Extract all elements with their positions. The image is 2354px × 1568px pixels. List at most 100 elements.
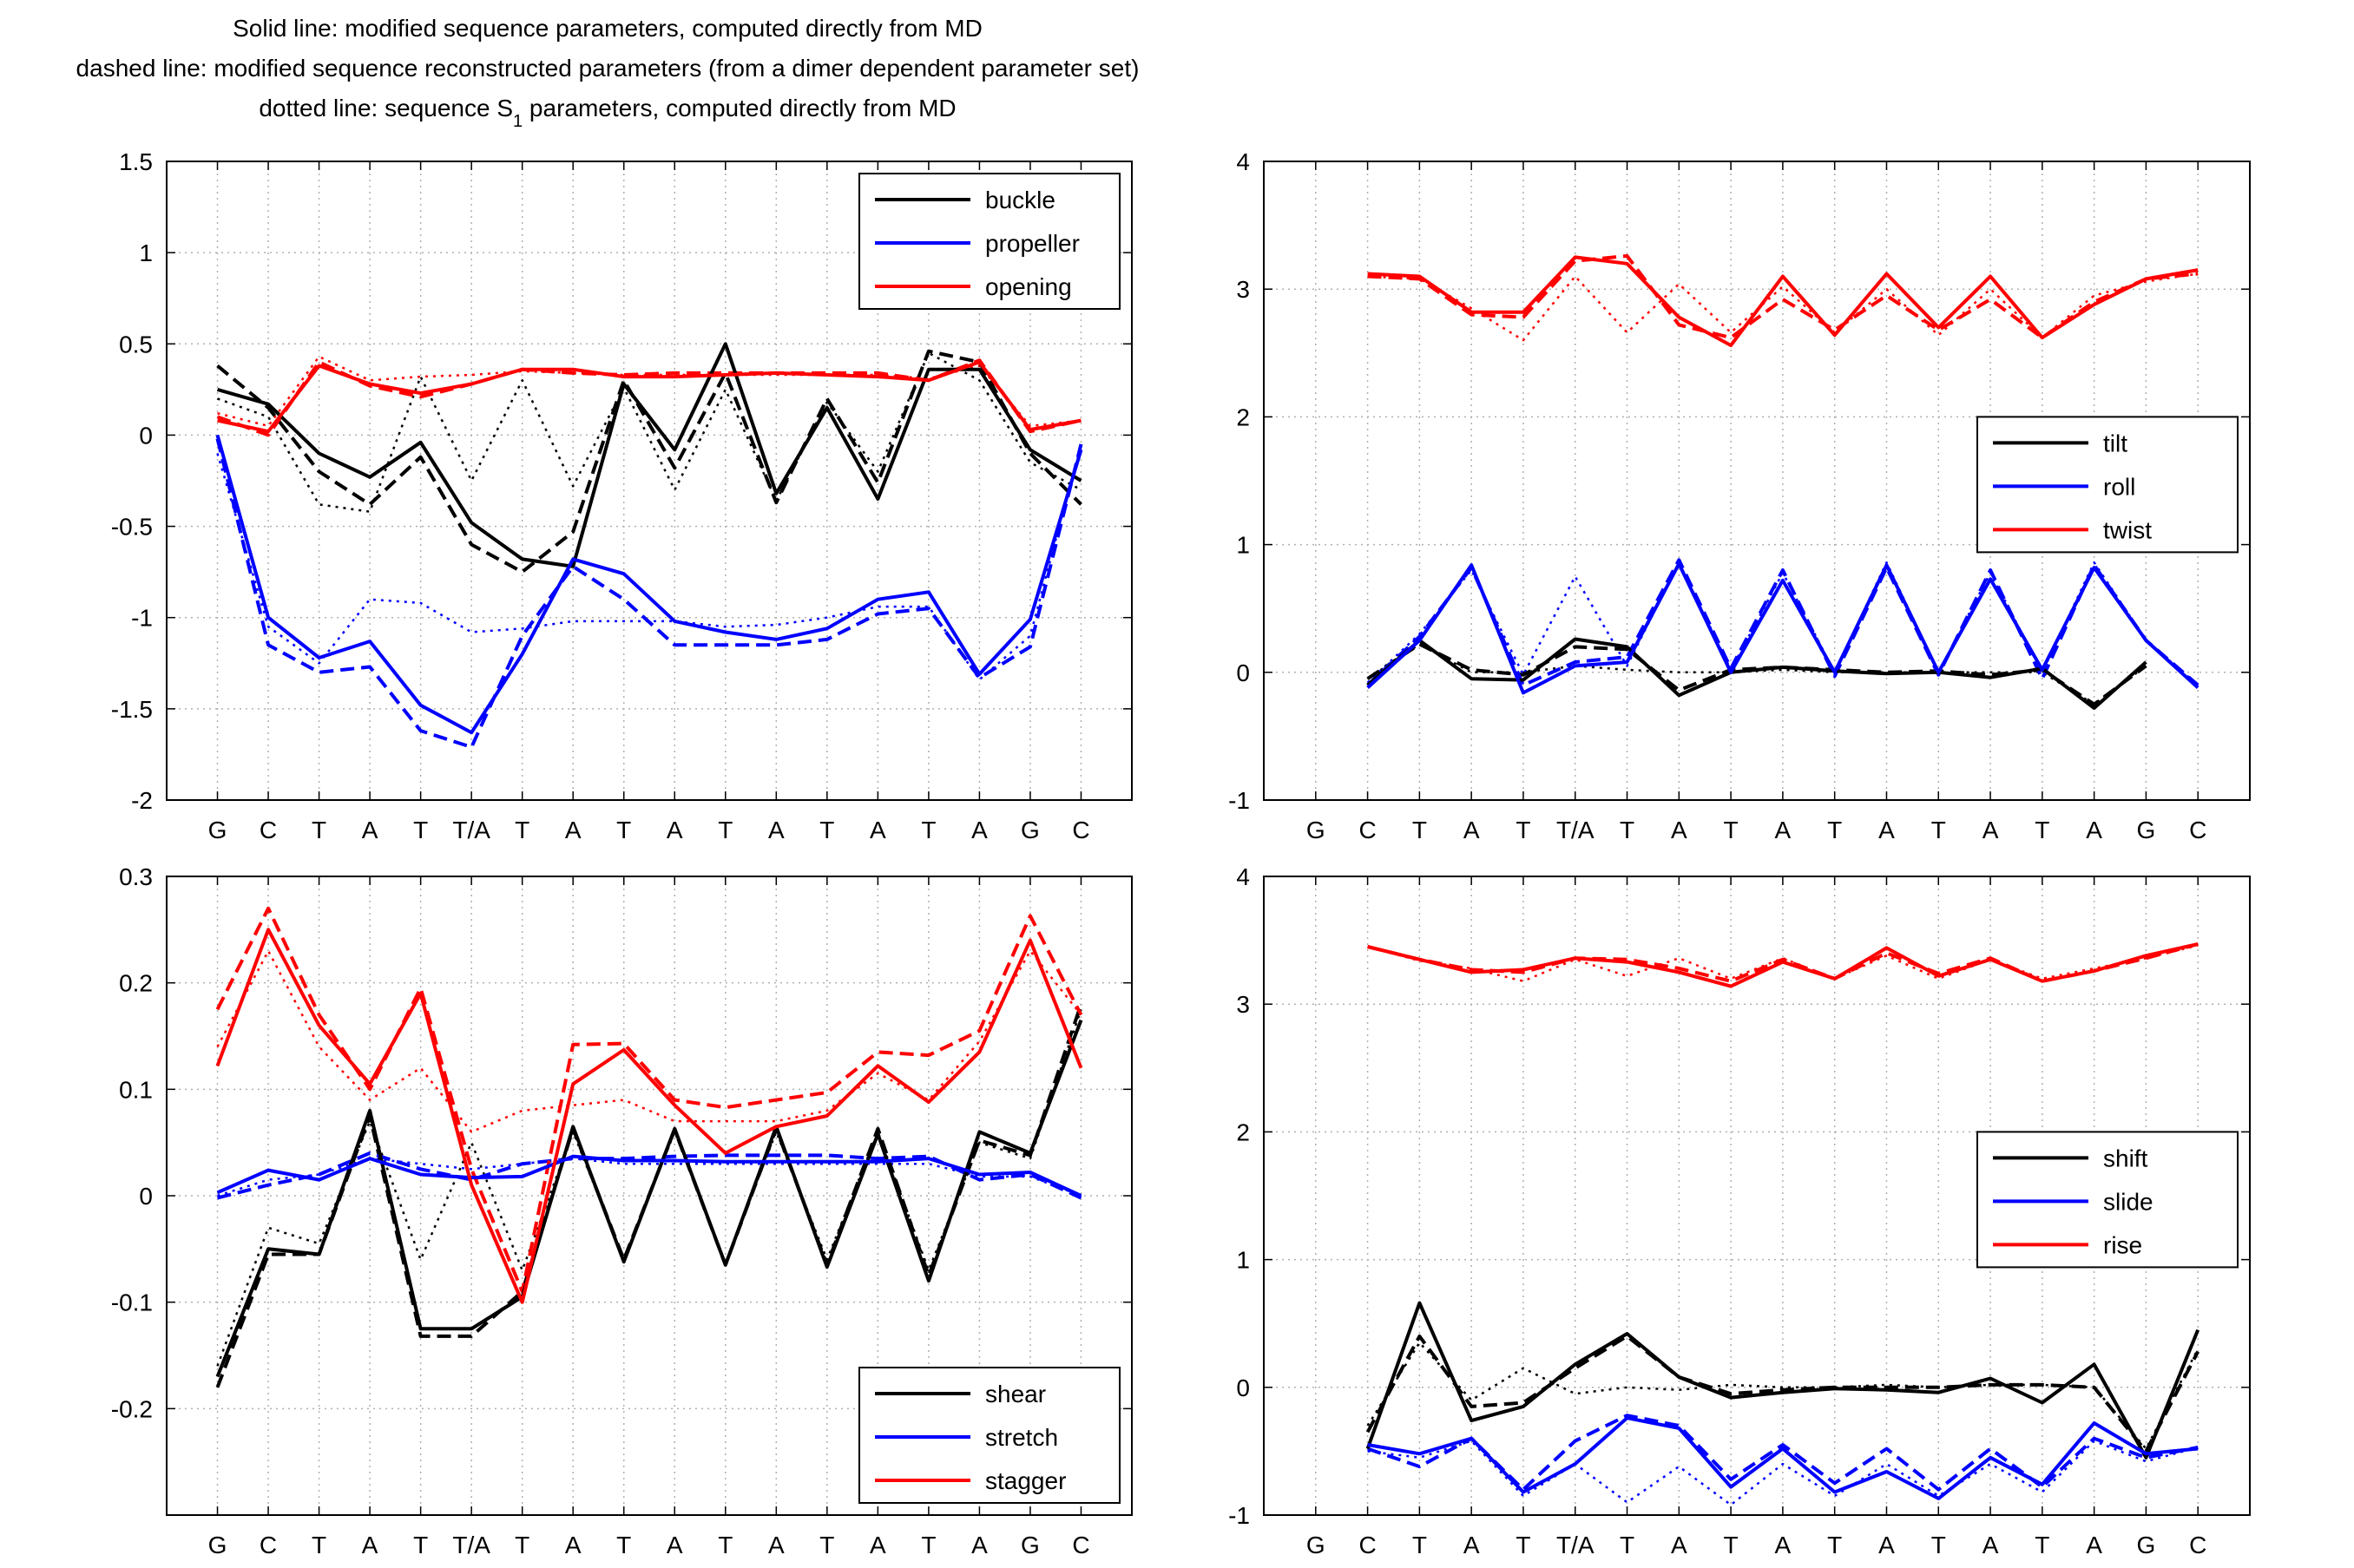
y-tick-label: 3: [1236, 991, 1250, 1018]
x-tick-label: T: [1620, 817, 1634, 843]
y-tick-label: 2: [1236, 403, 1250, 430]
legend-label-twist: twist: [2103, 516, 2152, 543]
x-tick-label: A: [2086, 817, 2102, 843]
y-tick-label: 1.5: [119, 148, 153, 175]
x-tick-label: A: [362, 1532, 378, 1558]
x-tick-label: G: [1021, 1532, 1040, 1558]
x-tick-label: T: [1724, 817, 1739, 843]
series-line-opening-solid: [217, 360, 1082, 434]
header-line-3: dotted line: sequence S1 parameters, com…: [259, 95, 956, 131]
x-tick-label: T: [921, 817, 936, 843]
x-tick-label: A: [1775, 1532, 1792, 1558]
x-tick-label: T/A: [452, 1532, 490, 1558]
series-line-rise-dashed: [1367, 942, 2199, 983]
series-line-stagger-dotted: [216, 949, 1082, 1133]
x-tick-label: A: [1671, 1532, 1687, 1558]
y-tick-label: 0: [139, 1183, 153, 1210]
series-line-slide-solid: [1367, 1416, 2199, 1500]
x-tick-label: G: [2137, 1532, 2156, 1558]
x-tick-label: T: [312, 1532, 326, 1558]
x-tick-label: T/A: [1556, 1532, 1595, 1558]
x-tick-label: T: [515, 817, 529, 843]
chart-panel-bottom-right: G C T A T T/A T A T A T A T A T A G C -1 0 1 2 3 4 shift slide ris…: [1228, 863, 2251, 1558]
series-line-rise-solid: [1367, 942, 2199, 988]
y-tick-label: 0: [1236, 1374, 1250, 1401]
legend-label-propeller: propeller: [985, 230, 1080, 257]
series-line-roll-solid: [1366, 561, 2199, 695]
x-tick-label: C: [1358, 817, 1376, 843]
x-tick-label: G: [2137, 817, 2156, 843]
x-tick-label: C: [2189, 1532, 2206, 1558]
x-tick-label: T: [1724, 1532, 1739, 1558]
legend-label-slide: slide: [2103, 1188, 2153, 1215]
x-tick-label: T: [616, 817, 631, 843]
y-tick-label: -1: [131, 605, 153, 632]
x-tick-label: A: [870, 817, 886, 843]
x-tick-label: T: [413, 817, 428, 843]
y-tick-label: 2: [1236, 1119, 1250, 1145]
y-tick-label: 0: [139, 422, 153, 449]
y-tick-label: -1.5: [111, 696, 153, 723]
y-tick-label: 4: [1236, 863, 1250, 890]
series-line-buckle-dashed: [216, 349, 1082, 574]
x-tick-label: T: [1827, 817, 1842, 843]
y-tick-label: -1: [1228, 1502, 1250, 1529]
x-tick-label: A: [971, 817, 988, 843]
chart-panel-bottom-left: G C T A T T/A T A T A T A T A T A G C -0.2 -0.1 0 0.1 0.2 0.3 sh…: [111, 863, 1133, 1558]
x-tick-label: T: [1620, 1532, 1634, 1558]
y-tick-label: 1: [1236, 1247, 1250, 1274]
x-tick-label: T: [2035, 1532, 2049, 1558]
legend-label-stretch: stretch: [985, 1424, 1058, 1451]
x-tick-label: A: [1982, 1532, 1999, 1558]
y-tick-label: 1: [1236, 532, 1250, 559]
x-tick-label: A: [971, 1532, 988, 1558]
x-tick-label: C: [1072, 1532, 1089, 1558]
legend-label-stagger: stagger: [985, 1467, 1066, 1494]
x-tick-label: T: [1827, 1532, 1842, 1558]
series-line-slide-dotted: [1367, 1440, 2199, 1506]
x-tick-label: A: [1982, 817, 1999, 843]
header-line-1: Solid line: modified sequence parameters…: [233, 15, 983, 42]
axes-frame: [166, 161, 1133, 801]
x-tick-label: A: [1463, 817, 1480, 843]
x-tick-label: T: [819, 817, 834, 843]
y-tick-label: -0.1: [111, 1289, 153, 1316]
axes-frame: [1263, 876, 2251, 1516]
x-tick-label: T: [718, 817, 733, 843]
legend: shift slide rise: [1976, 1131, 2239, 1269]
x-tick-label: C: [1358, 1532, 1376, 1558]
x-tick-label: T: [1516, 817, 1530, 843]
series-line-shear-solid: [215, 1019, 1083, 1378]
y-tick-label: -0.2: [111, 1395, 153, 1422]
chart-panel-top-right: G C T A T T/A T A T A T A T A T A G C -1 0 1 2 3 4 tilt roll twist: [1228, 148, 2251, 843]
x-tick-label: A: [362, 817, 378, 843]
x-tick-label: A: [667, 817, 683, 843]
x-tick-label: A: [667, 1532, 683, 1558]
chart-panels: G C T A T T/A T A T A T A T A T A G C -2 -1.5 -1 -0.5 0 0.5 1 1.5…: [111, 148, 2251, 1558]
x-tick-label: A: [1775, 817, 1792, 843]
x-tick-label: T: [921, 1532, 936, 1558]
series-line-propeller-dashed: [215, 438, 1083, 749]
y-tick-label: 1: [139, 239, 153, 266]
series-line-shift-solid: [1365, 1301, 2200, 1460]
header-line-2: dashed line: modified sequence reconstru…: [76, 55, 1140, 82]
x-tick-label: T: [2035, 817, 2049, 843]
y-tick-label: 4: [1236, 148, 1250, 175]
x-tick-label: A: [768, 1532, 785, 1558]
x-tick-label: C: [2189, 817, 2206, 843]
y-tick-label: -0.5: [111, 514, 153, 541]
chart-panel-top-left: G C T A T T/A T A T A T A T A T A G C -2 -1.5 -1 -0.5 0 0.5 1 1.5…: [111, 148, 1133, 843]
x-tick-label: A: [2086, 1532, 2102, 1558]
y-tick-label: 0.3: [119, 863, 153, 890]
x-tick-label: T: [616, 1532, 631, 1558]
x-tick-label: T: [1931, 1532, 1946, 1558]
header-line-3-sub: 1: [513, 112, 523, 131]
y-tick-label: 0.1: [119, 1076, 153, 1103]
header-line-3-pre: dotted line: sequence S: [259, 95, 513, 121]
x-tick-label: A: [870, 1532, 886, 1558]
x-tick-label: T: [1412, 1532, 1427, 1558]
legend-label-rise: rise: [2103, 1231, 2142, 1258]
x-tick-label: A: [1878, 817, 1895, 843]
legend-label-shift: shift: [2103, 1145, 2148, 1171]
x-tick-label: T: [312, 817, 326, 843]
